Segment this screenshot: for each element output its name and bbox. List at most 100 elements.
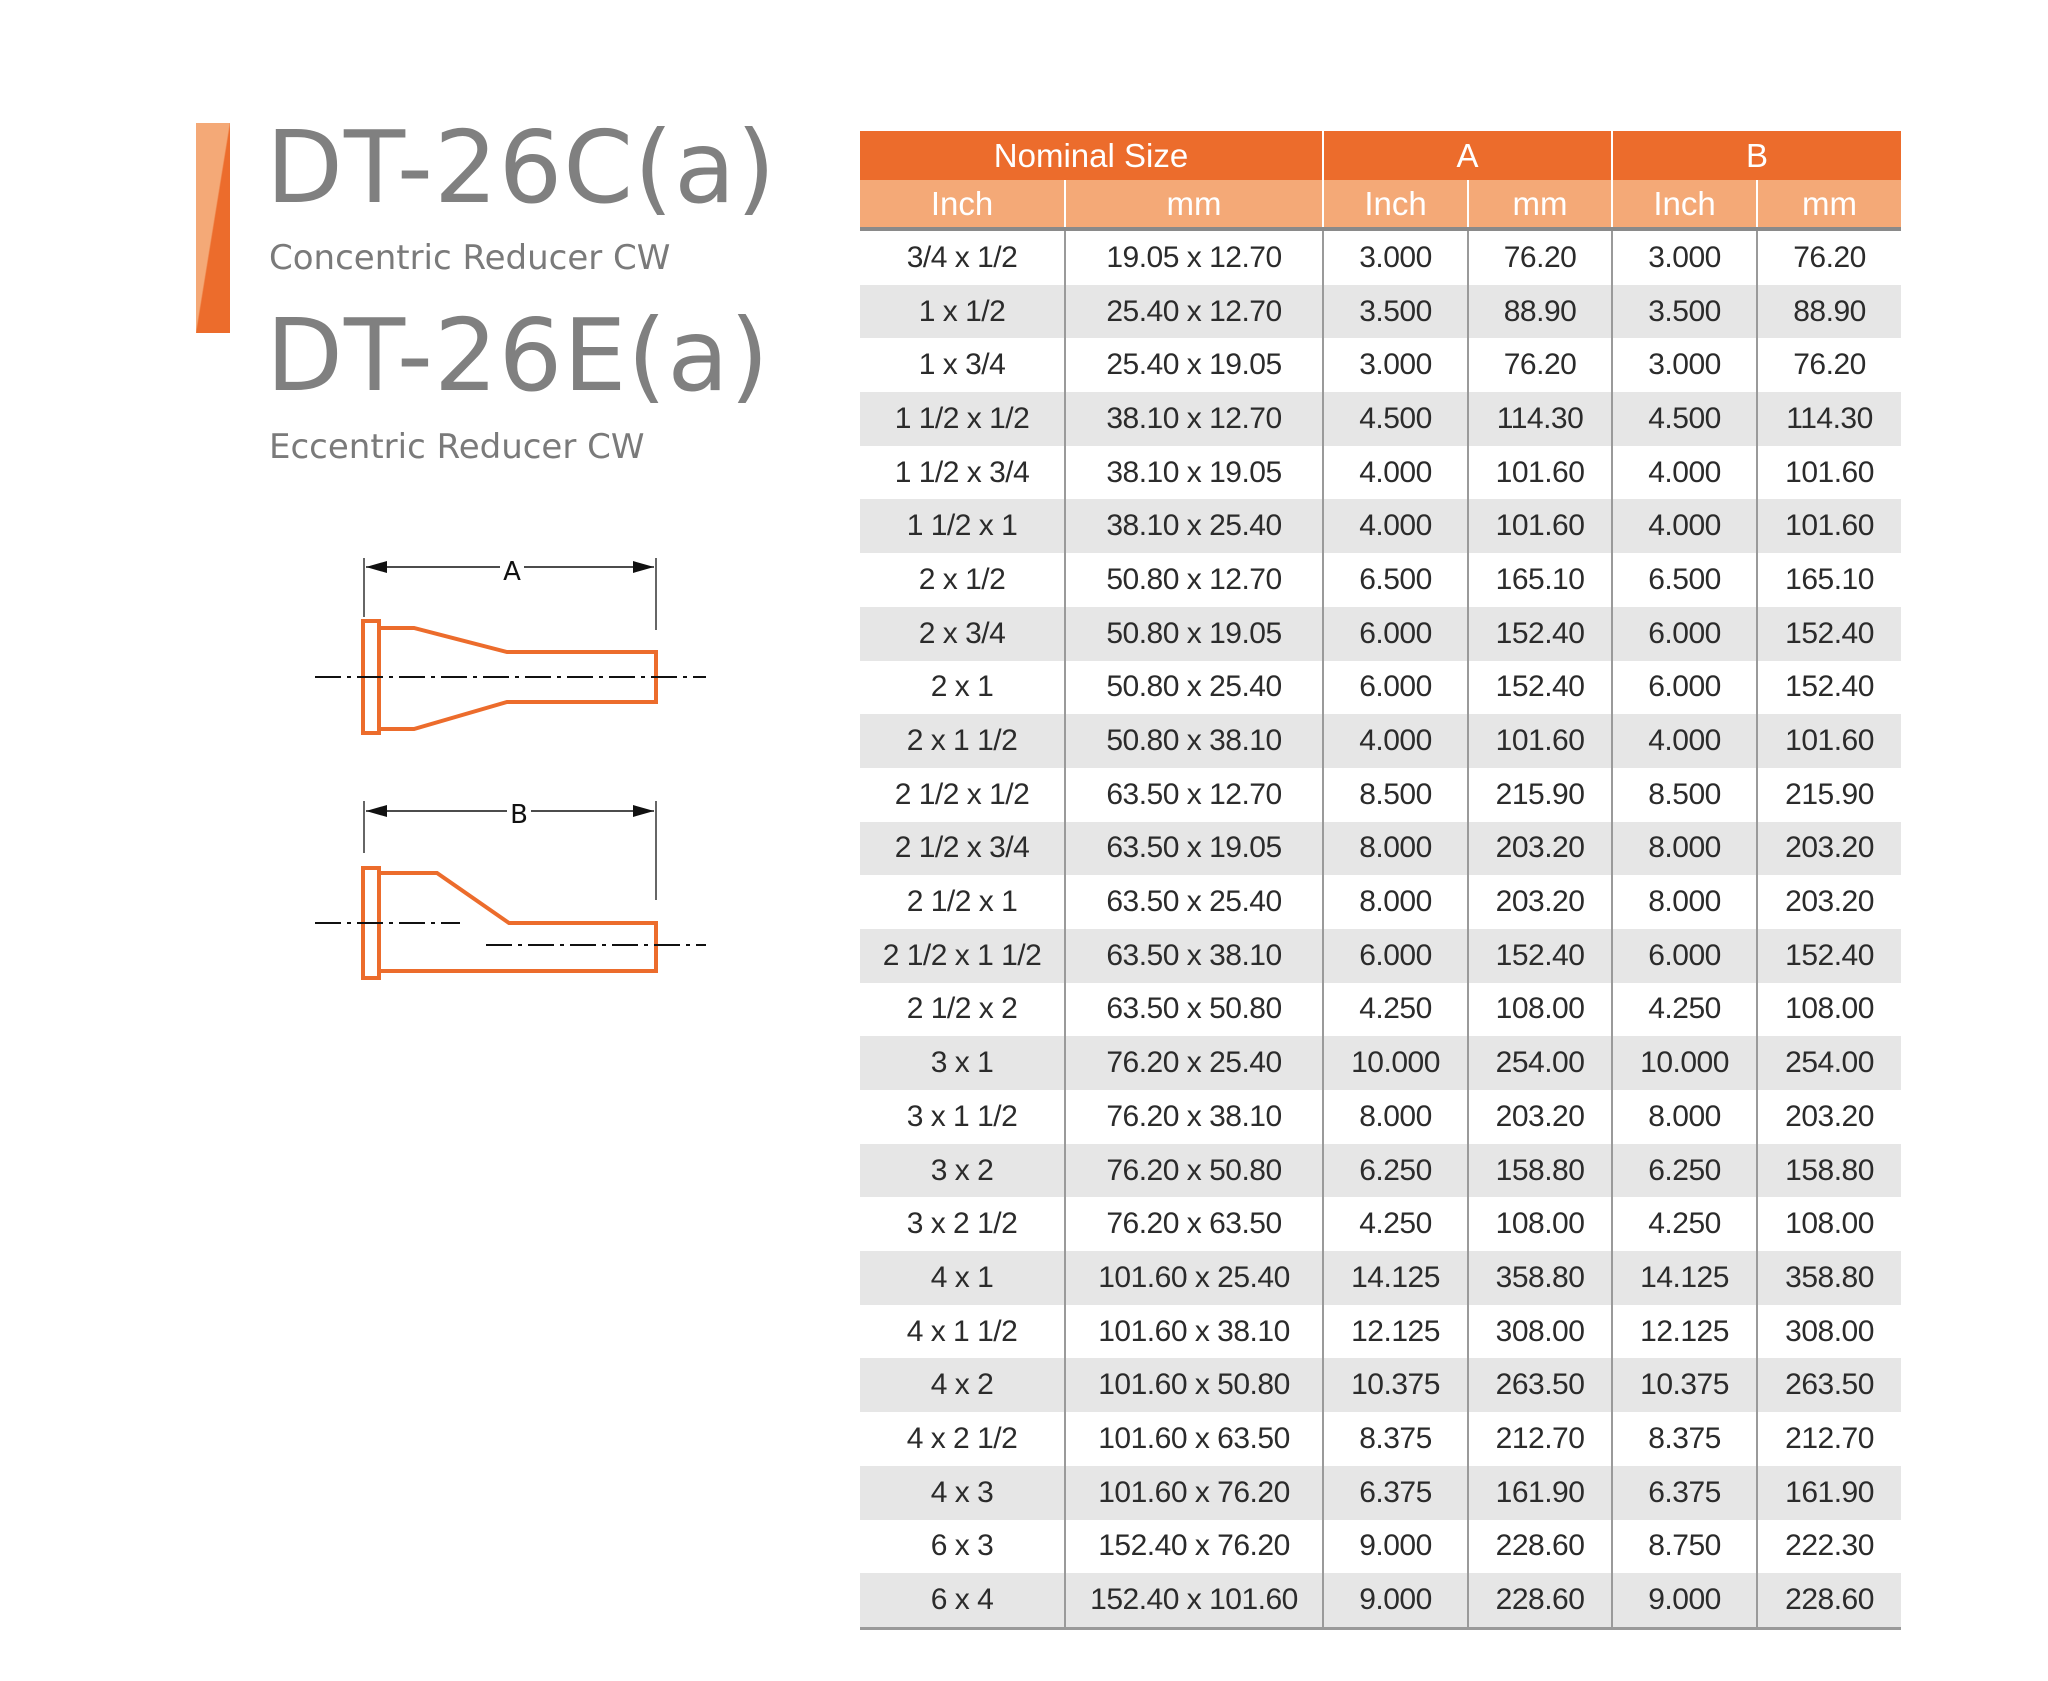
cell-b-inch: 4.000 <box>1611 714 1758 768</box>
table-row: 3 x 2 1/2 76.20 x 63.50 4.250 108.00 4.250 10… <box>860 1197 1902 1252</box>
cell-b-mm: 165.10 <box>1756 553 1902 607</box>
cell-b-inch: 8.500 <box>1611 767 1758 822</box>
cell-a-mm: 203.20 <box>1467 875 1613 929</box>
cell-a-mm: 76.20 <box>1467 338 1613 393</box>
table-body: 3/4 x 1/2 19.05 x 12.70 3.000 76.20 3.000 76.… <box>860 229 1902 1630</box>
cell-a-inch: 6.000 <box>1322 606 1469 661</box>
column-header-nominal-inch: Inch <box>860 180 1065 231</box>
table-row: 1 1/2 x 1/2 38.10 x 12.70 4.500 114.30 4.500… <box>860 392 1902 446</box>
cell-nominal-mm: 101.60 x 38.10 <box>1063 1304 1324 1359</box>
cell-b-inch: 6.500 <box>1611 553 1758 607</box>
cell-b-mm: 108.00 <box>1756 982 1902 1037</box>
cell-b-inch: 14.125 <box>1611 1251 1758 1305</box>
product-code-eccentric: DT-26E(a) <box>266 297 770 414</box>
table-row: 2 x 1/2 50.80 x 12.70 6.500 165.10 6.500 165.… <box>860 553 1902 607</box>
cell-nominal-mm: 152.40 x 76.20 <box>1063 1519 1324 1574</box>
cell-nominal-mm: 76.20 x 50.80 <box>1063 1143 1324 1198</box>
cell-b-inch: 8.750 <box>1611 1519 1758 1574</box>
cell-nominal-mm: 38.10 x 12.70 <box>1063 392 1324 446</box>
table-row: 2 1/2 x 1 1/2 63.50 x 38.10 6.000 152.40 6.0… <box>860 928 1902 983</box>
cell-b-inch: 6.000 <box>1611 606 1758 661</box>
cell-nominal-mm: 50.80 x 38.10 <box>1063 714 1324 768</box>
cell-nominal-mm: 101.60 x 63.50 <box>1063 1412 1324 1466</box>
cell-a-mm: 203.20 <box>1467 821 1613 876</box>
cell-b-mm: 203.20 <box>1756 821 1902 876</box>
cell-nominal-mm: 38.10 x 25.40 <box>1063 499 1324 554</box>
cell-b-mm: 212.70 <box>1756 1412 1902 1466</box>
cell-b-inch: 12.125 <box>1611 1304 1758 1359</box>
table-row: 2 1/2 x 1 63.50 x 25.40 8.000 203.20 8.000 20… <box>860 875 1902 929</box>
cell-b-mm: 254.00 <box>1756 1036 1902 1090</box>
table-row: 2 x 1 50.80 x 25.40 6.000 152.40 6.000 152.40 <box>860 660 1902 715</box>
cell-nominal-mm: 25.40 x 19.05 <box>1063 338 1324 393</box>
concentric-reducer-diagram: A <box>315 555 706 735</box>
cell-b-mm: 152.40 <box>1756 606 1902 661</box>
cell-a-inch: 4.000 <box>1322 714 1469 768</box>
table-row: 6 x 3 152.40 x 76.20 9.000 228.60 8.750 222.3… <box>860 1519 1902 1574</box>
cell-b-inch: 6.000 <box>1611 928 1758 983</box>
cell-nominal-inch: 4 x 1 <box>860 1251 1065 1305</box>
cell-b-inch: 4.000 <box>1611 445 1758 500</box>
cell-nominal-mm: 38.10 x 19.05 <box>1063 445 1324 500</box>
cell-nominal-inch: 4 x 2 <box>860 1358 1065 1413</box>
cell-a-mm: 263.50 <box>1467 1358 1613 1413</box>
cell-a-mm: 101.60 <box>1467 499 1613 554</box>
cell-a-mm: 152.40 <box>1467 660 1613 715</box>
cell-nominal-inch: 2 x 1 1/2 <box>860 714 1065 768</box>
cell-nominal-inch: 2 1/2 x 1 <box>906 885 1018 919</box>
cell-b-mm: 222.30 <box>1756 1519 1902 1574</box>
cell-a-mm: 228.60 <box>1467 1573 1613 1630</box>
cell-b-mm: 101.60 <box>1756 499 1902 554</box>
cell-a-inch: 8.000 <box>1322 1090 1469 1144</box>
table-row: 2 1/2 x 3/4 63.50 x 19.05 8.000 203.20 8.000… <box>860 821 1902 876</box>
cell-b-inch: 10.375 <box>1611 1358 1758 1413</box>
cell-a-mm: 254.00 <box>1467 1036 1613 1090</box>
column-header-b-mm: mm <box>1756 180 1902 231</box>
cell-a-inch: 8.000 <box>1322 875 1469 929</box>
table-row: 6 x 4 152.40 x 101.60 9.000 228.60 9.000 228.… <box>860 1573 1902 1630</box>
cell-b-mm: 358.80 <box>1756 1251 1902 1305</box>
cell-nominal-mm: 19.05 x 12.70 <box>1063 229 1324 285</box>
cell-b-mm: 215.90 <box>1756 767 1902 822</box>
cell-a-inch: 6.250 <box>1322 1143 1469 1198</box>
cell-nominal-inch: 4 x 1 1/2 <box>906 1314 1018 1348</box>
table-row: 3 x 2 76.20 x 50.80 6.250 158.80 6.250 158.80 <box>860 1143 1902 1198</box>
reducer-diagrams: A B <box>315 555 706 980</box>
cell-b-mm: 114.30 <box>1756 392 1902 446</box>
table-row: 1 x 3/4 25.40 x 19.05 3.000 76.20 3.000 76.20 <box>860 338 1902 393</box>
cell-a-mm: 228.60 <box>1467 1519 1613 1574</box>
cell-b-inch: 6.000 <box>1611 660 1758 715</box>
column-header-b-inch: Inch <box>1611 180 1758 231</box>
cell-a-inch: 4.250 <box>1322 1197 1469 1252</box>
cell-a-inch: 6.000 <box>1322 660 1469 715</box>
cell-a-inch: 3.000 <box>1322 338 1469 393</box>
dimension-label-b: B <box>510 800 528 830</box>
table-row: 2 x 3/4 50.80 x 19.05 6.000 152.40 6.000 152.… <box>860 606 1902 661</box>
cell-nominal-inch: 1 1/2 x 1 <box>860 499 1065 554</box>
cell-nominal-mm: 50.80 x 25.40 <box>1063 660 1324 715</box>
cell-nominal-inch: 1 1/2 x 1/2 <box>860 392 1065 446</box>
cell-nominal-inch: 2 x 1 <box>930 670 994 704</box>
cell-a-inch: 6.375 <box>1322 1465 1469 1520</box>
cell-a-inch: 9.000 <box>1322 1519 1469 1574</box>
table-row: 3/4 x 1/2 19.05 x 12.70 3.000 76.20 3.000 76.… <box>860 229 1902 285</box>
eccentric-reducer-diagram: B <box>315 798 706 980</box>
cell-a-inch: 9.000 <box>1322 1573 1469 1630</box>
cell-b-inch: 10.000 <box>1611 1036 1758 1090</box>
cell-nominal-mm: 76.20 x 63.50 <box>1063 1197 1324 1252</box>
cell-b-inch: 4.500 <box>1611 392 1758 446</box>
header-b: B <box>1611 131 1902 180</box>
column-header-a-inch: Inch <box>1322 180 1469 231</box>
cell-b-inch: 3.500 <box>1611 284 1758 339</box>
cell-nominal-mm: 76.20 x 25.40 <box>1063 1036 1324 1090</box>
cell-b-inch: 8.000 <box>1611 821 1758 876</box>
table-row: 2 1/2 x 1/2 63.50 x 12.70 8.500 215.90 8.500… <box>860 767 1902 822</box>
cell-nominal-inch: 4 x 2 1/2 <box>906 1421 1018 1455</box>
cell-a-inch: 10.375 <box>1322 1358 1469 1413</box>
cell-nominal-mm: 63.50 x 50.80 <box>1063 982 1324 1037</box>
cell-a-inch: 3.500 <box>1322 284 1469 339</box>
header-nominal-size: Nominal Size <box>860 131 1324 180</box>
cell-a-mm: 308.00 <box>1467 1304 1613 1359</box>
cell-a-inch: 4.250 <box>1322 982 1469 1037</box>
cell-nominal-mm: 50.80 x 12.70 <box>1063 553 1324 607</box>
